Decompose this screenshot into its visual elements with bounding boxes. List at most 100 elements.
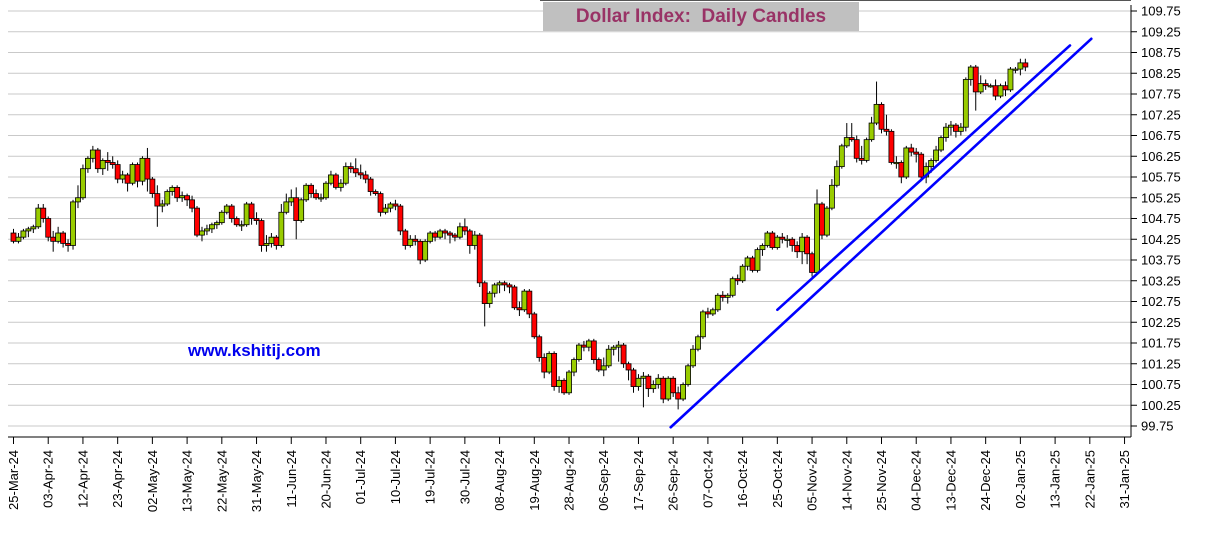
x-axis-label: 31-May-24 <box>249 450 264 512</box>
candle-up <box>571 359 577 373</box>
candle-up <box>70 201 76 246</box>
candle-down <box>675 392 682 400</box>
candle-up <box>774 236 781 248</box>
x-axis-label: 22-Jan-25 <box>1082 450 1097 509</box>
candle-up <box>744 257 751 267</box>
x-axis-label: 30-Jul-24 <box>457 450 472 504</box>
candle-up <box>784 238 791 241</box>
candle-up <box>967 66 974 80</box>
x-axis-label: 25-Nov-24 <box>874 450 889 511</box>
candle-up <box>169 186 176 192</box>
candle-up <box>199 230 205 236</box>
x-axis-label: 11-Jun-24 <box>284 450 299 508</box>
candle-down <box>109 162 116 165</box>
candle-down <box>442 230 448 234</box>
candle-down <box>581 344 587 348</box>
candle-down <box>536 336 543 358</box>
candle-down <box>149 178 156 194</box>
candle-down <box>883 128 890 132</box>
candle-up <box>263 242 270 246</box>
candle-up <box>600 365 607 371</box>
candle-up <box>962 79 969 128</box>
candle-down <box>595 359 602 371</box>
candle-down <box>476 234 483 284</box>
candle-down <box>432 232 439 238</box>
x-axis-label: 24-Dec-24 <box>978 450 993 511</box>
candle-down <box>40 207 47 219</box>
x-axis-label: 13-Jan-25 <box>1048 450 1063 509</box>
candle-up <box>1007 68 1014 91</box>
candle-up <box>724 294 731 298</box>
candle-down <box>65 242 71 246</box>
y-axis-label: 106.75 <box>1141 128 1181 143</box>
y-axis-label: 101.75 <box>1141 336 1181 351</box>
y-axis-label: 104.75 <box>1141 211 1181 226</box>
candle-up <box>278 211 285 246</box>
candle-down <box>313 193 319 199</box>
candle-up <box>610 346 617 350</box>
y-axis-label: 99.75 <box>1141 419 1174 434</box>
candle-up <box>933 149 939 161</box>
candle-down <box>625 363 632 371</box>
candle-up <box>328 174 334 184</box>
candle-up <box>635 377 642 387</box>
candle-up <box>342 166 349 184</box>
candle-up <box>729 278 736 296</box>
candle-up <box>576 344 582 361</box>
candle-up <box>80 168 86 199</box>
candle-up <box>243 203 250 226</box>
candle-down <box>60 232 66 244</box>
candle-down <box>367 178 374 192</box>
candle-down <box>481 282 488 304</box>
candle-up <box>75 197 81 203</box>
candle-down <box>888 130 895 163</box>
candle-up <box>521 290 528 311</box>
short-support-line <box>776 44 1072 312</box>
y-axis-label: 101.25 <box>1141 356 1181 371</box>
candle-up <box>700 311 706 338</box>
candle-down <box>45 218 52 238</box>
x-axis-label: 17-Sep-24 <box>631 450 646 511</box>
candle-down <box>189 199 195 209</box>
candle-down <box>144 157 151 180</box>
candle-down <box>248 203 255 219</box>
candle-up <box>739 265 746 282</box>
candle-up <box>159 203 166 207</box>
candle-up <box>814 203 820 273</box>
candle-down <box>982 83 989 87</box>
candle-down <box>308 184 315 195</box>
candle-down <box>377 193 384 213</box>
candle-up <box>957 126 964 132</box>
candle-down <box>347 166 354 170</box>
candle-down <box>104 159 111 163</box>
candle-up <box>25 228 32 232</box>
candle-down <box>1002 85 1009 91</box>
candle-down <box>551 352 558 387</box>
candle-up <box>179 195 186 199</box>
x-axis-label: 16-Oct-24 <box>735 450 750 508</box>
y-axis-label: 102.75 <box>1141 294 1181 309</box>
candle-down <box>392 203 399 207</box>
candle-down <box>124 174 131 184</box>
candle-up <box>829 184 835 209</box>
candle-down <box>114 164 121 180</box>
candle-down <box>541 357 548 373</box>
candle-up <box>99 159 106 170</box>
candle-down <box>794 245 801 253</box>
x-axis-label: 08-Aug-24 <box>492 450 507 511</box>
candle-down <box>972 66 979 93</box>
x-axis-label: 05-Nov-24 <box>805 450 820 511</box>
y-axis-label: 102.25 <box>1141 315 1181 330</box>
candle-up <box>754 249 761 271</box>
candle-down <box>660 377 667 400</box>
candle-up <box>873 103 880 124</box>
candle-up <box>833 166 840 186</box>
candle-down <box>372 191 379 194</box>
candle-up <box>486 292 493 304</box>
candle-up <box>303 184 310 201</box>
x-axis-label: 25-Oct-24 <box>770 450 785 508</box>
candle-up <box>456 226 463 238</box>
candle-down <box>809 253 815 273</box>
watermark-text: www.kshitij.com <box>188 341 321 360</box>
